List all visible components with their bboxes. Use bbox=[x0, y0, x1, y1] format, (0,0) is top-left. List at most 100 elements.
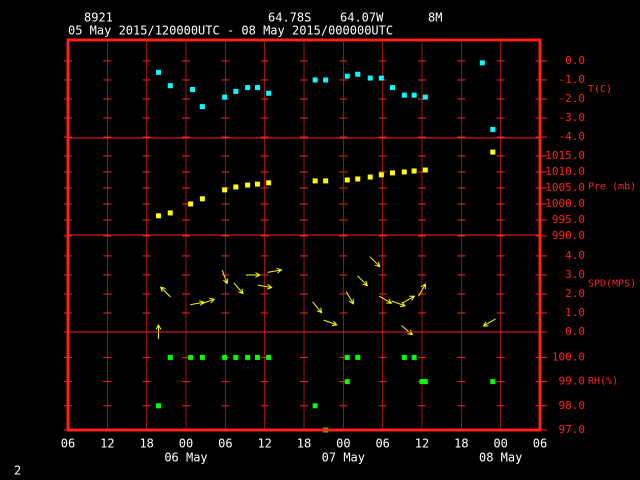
data-point bbox=[490, 379, 496, 385]
wind-arrow bbox=[323, 319, 338, 327]
data-point bbox=[411, 168, 417, 174]
data-point bbox=[190, 86, 196, 92]
wind-arrow bbox=[159, 286, 171, 298]
data-point bbox=[312, 178, 318, 184]
data-point bbox=[378, 75, 384, 81]
wind-arrow bbox=[357, 275, 369, 287]
y-axis-label: Pre (mb) bbox=[588, 182, 636, 193]
data-point bbox=[419, 379, 425, 385]
data-point bbox=[390, 170, 395, 176]
y-tick-label: 98.0 bbox=[559, 399, 586, 412]
data-point bbox=[323, 77, 329, 83]
arrow-shape bbox=[159, 286, 171, 298]
arrow-shape bbox=[482, 318, 496, 327]
arrow-shape bbox=[257, 284, 273, 290]
y-tick-label: 4.0 bbox=[565, 249, 585, 262]
y-tick-label: 99.0 bbox=[559, 375, 586, 388]
y-tick-label: 1000.0 bbox=[545, 197, 585, 210]
arrow-shape bbox=[401, 295, 416, 304]
y-tick-label: -1.0 bbox=[559, 73, 586, 86]
x-tick-label: 18 bbox=[139, 437, 153, 451]
data-point bbox=[344, 379, 350, 385]
data-point bbox=[233, 88, 239, 94]
data-point bbox=[344, 354, 350, 360]
arrow-shape bbox=[323, 319, 338, 327]
station-id: 8921 bbox=[84, 11, 113, 25]
y-tick-label: 1005.0 bbox=[545, 181, 585, 194]
wind-arrow bbox=[257, 284, 273, 290]
y-axis-label: T(C) bbox=[588, 84, 612, 95]
data-point bbox=[490, 126, 496, 132]
data-point bbox=[233, 354, 239, 360]
date-label: 06 May bbox=[164, 451, 207, 465]
wind-arrow bbox=[200, 297, 216, 305]
data-point bbox=[323, 178, 329, 184]
data-point bbox=[222, 94, 228, 100]
data-point bbox=[390, 85, 395, 91]
y-tick-label: 0.0 bbox=[565, 325, 585, 338]
wind-arrow bbox=[233, 282, 244, 295]
data-point bbox=[199, 196, 205, 202]
wind-arrow bbox=[369, 256, 381, 268]
data-point bbox=[167, 354, 173, 360]
arrow-shape bbox=[418, 283, 427, 297]
data-point bbox=[401, 354, 407, 360]
data-point bbox=[422, 167, 428, 173]
y-tick-label: -2.0 bbox=[559, 92, 586, 105]
data-point bbox=[479, 60, 485, 66]
latitude: 64.78S bbox=[268, 11, 311, 25]
data-point bbox=[245, 85, 251, 91]
y-tick-label: 2.0 bbox=[565, 287, 585, 300]
data-point bbox=[155, 69, 161, 75]
y-tick-label: 3.0 bbox=[565, 268, 585, 281]
y-tick-label: -3.0 bbox=[559, 111, 586, 124]
data-point bbox=[401, 92, 407, 98]
data-point bbox=[188, 354, 194, 360]
arrow-shape bbox=[233, 282, 244, 295]
arrow-shape bbox=[200, 297, 216, 305]
data-point bbox=[155, 213, 161, 219]
arrow-shape bbox=[221, 270, 229, 285]
y-tick-label: 1015.0 bbox=[545, 149, 585, 162]
x-tick-label: 18 bbox=[297, 437, 311, 451]
x-tick-label: 06 bbox=[218, 437, 232, 451]
x-tick-label: 12 bbox=[257, 437, 271, 451]
data-point bbox=[422, 94, 428, 100]
y-tick-label: 1.0 bbox=[565, 306, 585, 319]
data-point bbox=[355, 354, 361, 360]
y-tick-label: 97.0 bbox=[559, 423, 586, 436]
x-tick-label: 18 bbox=[454, 437, 468, 451]
y-tick-label: 990.0 bbox=[552, 229, 585, 242]
x-tick-label: 06 bbox=[375, 437, 389, 451]
data-point bbox=[411, 92, 417, 98]
data-point bbox=[199, 354, 205, 360]
date-label: 08 May bbox=[479, 451, 522, 465]
period: 05 May 2015/120000UTC - 08 May 2015/0000… bbox=[68, 24, 393, 38]
y-tick-label: 100.0 bbox=[552, 350, 585, 363]
data-point bbox=[344, 73, 350, 79]
wind-arrow bbox=[245, 272, 261, 278]
data-point bbox=[155, 403, 161, 409]
wind-arrow bbox=[267, 267, 283, 274]
data-point bbox=[222, 354, 228, 360]
wind-arrow bbox=[401, 295, 416, 304]
data-point bbox=[167, 210, 173, 216]
y-tick-label: 995.0 bbox=[552, 213, 585, 226]
arrow-shape bbox=[345, 291, 354, 305]
data-point bbox=[355, 71, 361, 77]
data-point bbox=[355, 176, 361, 182]
x-tick-label: 06 bbox=[61, 437, 75, 451]
data-point bbox=[422, 379, 428, 385]
wind-arrow bbox=[418, 283, 427, 297]
arrow-shape bbox=[245, 272, 261, 278]
date-label: 07 May bbox=[322, 451, 365, 465]
arrow-shape bbox=[378, 295, 393, 304]
data-point bbox=[367, 174, 373, 180]
data-point bbox=[245, 354, 251, 360]
data-point bbox=[411, 354, 417, 360]
data-point bbox=[490, 149, 496, 155]
plot-frame bbox=[66, 38, 542, 432]
data-point bbox=[254, 354, 260, 360]
wind-arrow bbox=[401, 325, 414, 336]
data-point bbox=[266, 354, 272, 360]
